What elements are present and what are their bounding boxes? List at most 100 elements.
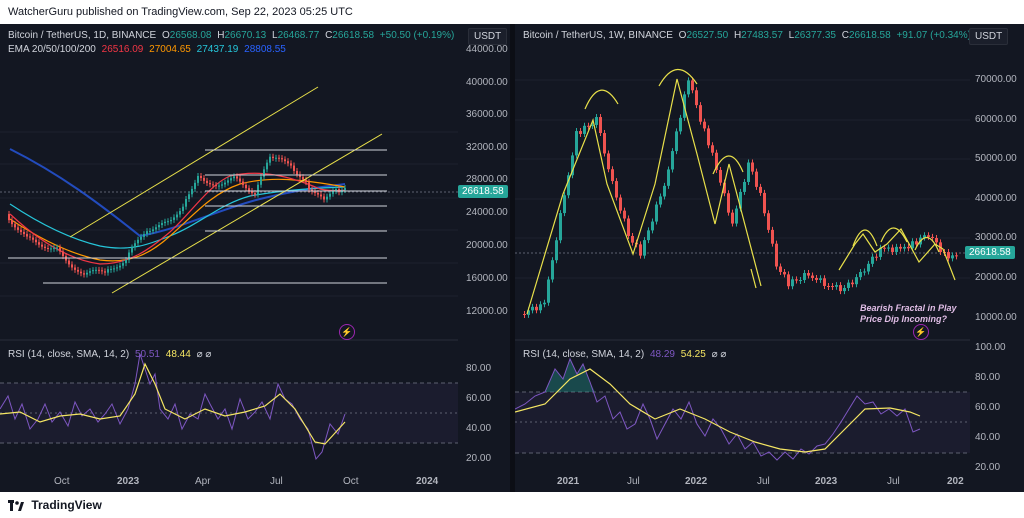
rsi-ma-line <box>0 362 346 445</box>
time-tick: 2022 <box>685 476 708 487</box>
annotation-line-1: Bearish Fractal in Play <box>860 303 957 313</box>
candle <box>807 273 810 276</box>
candle <box>587 125 590 127</box>
candle <box>867 263 870 272</box>
candle <box>655 204 658 222</box>
candle <box>887 247 890 249</box>
candle <box>308 182 310 190</box>
candle <box>555 240 558 261</box>
price-tick: 30000.00 <box>975 232 1017 243</box>
currency-badge[interactable]: USDT <box>969 28 1009 45</box>
candle <box>827 285 830 287</box>
ohlc-o-label: O <box>161 30 170 41</box>
candle <box>551 260 554 280</box>
candle <box>619 197 622 211</box>
ohlc-c-label: C <box>841 30 849 41</box>
candle <box>755 171 758 187</box>
candle <box>233 176 235 179</box>
candle <box>287 161 289 164</box>
right-chart-panel[interactable]: Bitcoin / TetherUS, 1W, BINANCE O26527.5… <box>515 24 1024 492</box>
right-chart-svg[interactable] <box>515 24 1024 492</box>
ohlc-l-label: L <box>788 30 795 41</box>
time-tick: 202 <box>947 476 964 487</box>
candle <box>77 269 79 272</box>
last-price-tag: 26618.58 <box>965 246 1015 259</box>
price-tick: 28000.00 <box>466 174 508 185</box>
candle <box>95 269 97 271</box>
candle <box>543 302 546 305</box>
candle <box>92 270 94 272</box>
ohlc-h-label: H <box>733 30 742 41</box>
candle <box>563 195 566 214</box>
candle <box>53 247 55 249</box>
time-tick: 2023 <box>815 476 838 487</box>
rsi-label: RSI (14, close, SMA, 14, 2) <box>8 349 130 360</box>
rsi-tick: 80.00 <box>975 372 1001 383</box>
candle <box>191 188 193 195</box>
price-tick: 16000.00 <box>466 273 508 284</box>
candle <box>107 269 109 273</box>
candle <box>735 208 738 224</box>
candle <box>80 271 82 274</box>
candle <box>344 188 346 191</box>
candle <box>215 185 217 187</box>
channel-upper-line <box>69 86 319 238</box>
left-chart-panel[interactable]: Bitcoin / TetherUS, 1D, BINANCE O26568.0… <box>0 24 510 492</box>
candle <box>8 214 10 221</box>
candle <box>26 234 28 237</box>
candle <box>272 156 274 159</box>
candle <box>631 235 634 243</box>
candle <box>639 244 642 256</box>
candle <box>179 210 181 215</box>
annotation-line-2: Price Dip Incoming? <box>860 314 948 324</box>
rsi-tick: 40.00 <box>466 423 492 434</box>
candle <box>59 247 61 252</box>
candle <box>879 247 882 257</box>
candle <box>254 193 256 195</box>
candle <box>263 169 265 177</box>
right-candles <box>523 77 958 318</box>
candle <box>32 237 34 240</box>
price-tick: 60000.00 <box>975 114 1017 125</box>
candle <box>164 221 166 224</box>
candle <box>320 194 322 197</box>
candle <box>116 267 118 269</box>
last-price-tag: 26618.58 <box>458 185 508 198</box>
candle <box>302 177 304 180</box>
candle <box>955 255 958 257</box>
left-chart-svg[interactable] <box>0 24 510 492</box>
candle <box>799 280 802 282</box>
ohlc-c: 26618.58 <box>848 30 891 41</box>
candle <box>923 235 926 238</box>
price-tick: 32000.00 <box>466 142 508 153</box>
currency-badge[interactable]: USDT <box>468 28 508 45</box>
candle <box>155 227 157 230</box>
hidden-icon[interactable]: ⌀ ⌀ <box>711 349 727 360</box>
candle <box>17 227 19 230</box>
candle <box>739 191 742 209</box>
candle <box>221 184 223 186</box>
candle <box>173 217 175 220</box>
lightning-icon[interactable]: ⚡ <box>339 324 355 340</box>
hidden-icon[interactable]: ⌀ ⌀ <box>196 349 212 360</box>
footer-brand: TradingView <box>31 498 102 512</box>
candle <box>182 206 184 211</box>
fractal-annotation: Bearish Fractal in Play Price Dip Incomi… <box>860 303 957 325</box>
publisher-text: WatcherGuru published on TradingView.com… <box>8 6 353 18</box>
candle <box>185 199 187 207</box>
candle <box>915 241 918 245</box>
candle <box>795 279 798 281</box>
candle <box>41 244 43 247</box>
candle <box>703 121 706 129</box>
candle <box>911 241 914 249</box>
candle <box>627 218 630 236</box>
candle <box>281 158 283 160</box>
candle <box>275 157 277 159</box>
candle <box>863 271 866 273</box>
candle <box>779 266 782 272</box>
candle <box>329 193 331 197</box>
candle <box>74 267 76 270</box>
candle <box>89 271 91 273</box>
lightning-icon[interactable]: ⚡ <box>913 324 929 340</box>
fractal-arc <box>852 229 878 247</box>
